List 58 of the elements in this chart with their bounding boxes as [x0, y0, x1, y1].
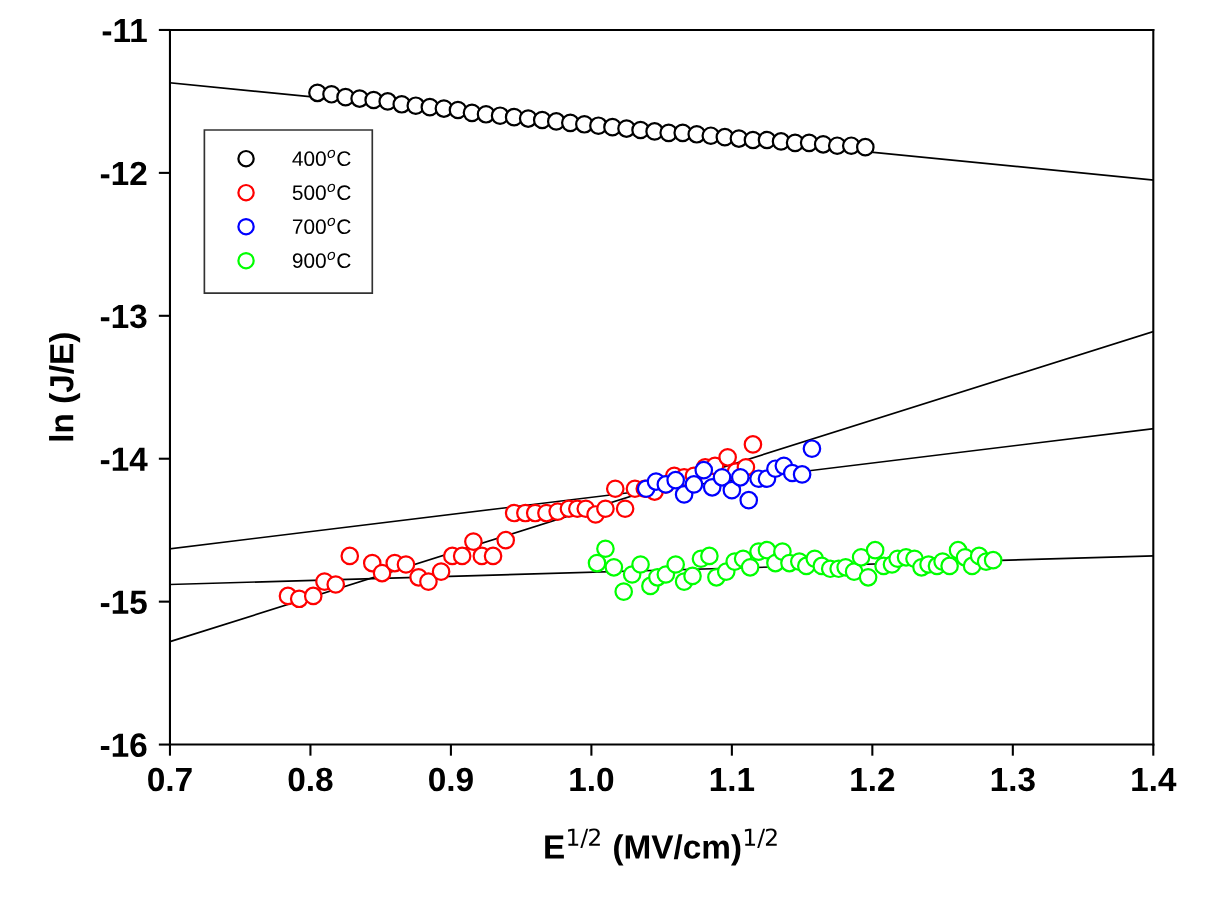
point: [615, 499, 635, 519]
point: [614, 582, 634, 601]
point: [605, 479, 625, 499]
point: [858, 568, 878, 587]
legend-label: 900$^{o}$C: [292, 251, 351, 269]
point: [718, 447, 737, 467]
point: [631, 555, 650, 574]
y-tick-label: -12: [100, 161, 147, 185]
point: [722, 480, 742, 500]
point: [740, 558, 760, 577]
y-axis-title: ln (J/E): [49, 333, 81, 441]
point: [303, 586, 323, 606]
x-tick-label: 1.3: [991, 767, 1035, 792]
point: [396, 555, 416, 574]
x-axis-title: E$^{1/2}$ (MV/cm)$^{1/2}$: [545, 828, 777, 866]
x-tick-label: 1.1: [710, 768, 755, 791]
x-tick-label: 1.0: [570, 767, 614, 792]
legend-label: 700$^{o}$C: [292, 217, 351, 235]
legend-label: 400$^{o}$C: [292, 149, 351, 167]
point: [684, 475, 704, 494]
y-tick-label: -16: [100, 733, 147, 757]
point: [802, 439, 822, 459]
x-tick-label: 0.7: [148, 767, 192, 792]
point: [372, 563, 392, 583]
y-tick-label: -15: [100, 590, 147, 615]
point: [464, 532, 483, 551]
point: [739, 490, 759, 510]
legend-label: 500$^{o}$C: [292, 183, 351, 201]
point: [743, 435, 763, 454]
y-tick-label: -14: [100, 447, 148, 471]
point: [596, 539, 615, 559]
point: [700, 546, 719, 566]
y-tick-label: -13: [100, 304, 147, 329]
point: [326, 575, 346, 594]
point: [730, 467, 750, 487]
x-tick-label: 0.9: [429, 767, 473, 792]
point: [712, 467, 732, 487]
x-tick-label: 1.2: [851, 767, 895, 791]
point: [666, 555, 685, 574]
y-tick-label: -11: [102, 19, 147, 43]
point: [431, 562, 451, 581]
point: [604, 558, 624, 577]
point: [483, 546, 503, 566]
point: [683, 566, 702, 586]
point: [983, 550, 1003, 570]
point: [792, 465, 812, 484]
point: [940, 556, 959, 576]
x-tick-label: 1.4: [1132, 768, 1177, 791]
point: [452, 546, 472, 566]
point: [856, 137, 875, 157]
point: [496, 530, 516, 550]
point: [596, 499, 615, 519]
point: [851, 548, 871, 567]
point: [865, 540, 885, 560]
point: [587, 553, 607, 573]
point: [340, 546, 360, 566]
point: [419, 572, 438, 591]
x-tick-label: 0.8: [288, 767, 333, 792]
